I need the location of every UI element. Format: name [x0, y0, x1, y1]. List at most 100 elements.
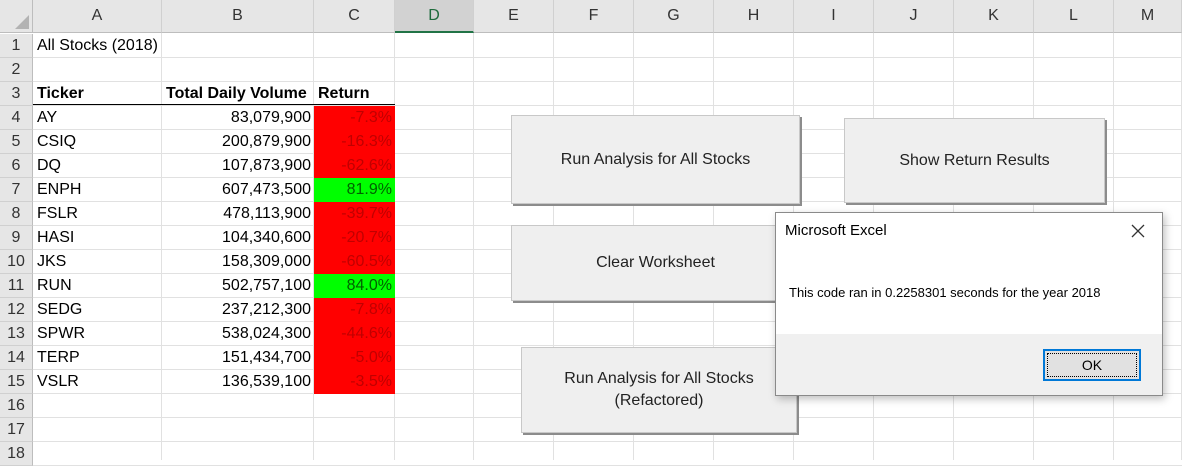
return-cell[interactable]: -60.5%	[314, 250, 395, 274]
run-analysis-all-stocks-button[interactable]: Run Analysis for All Stocks	[511, 115, 800, 204]
select-all-corner[interactable]	[0, 0, 33, 33]
volume-cell[interactable]: 607,473,500	[222, 181, 311, 198]
row-header-3[interactable]: 3	[0, 82, 33, 106]
column-header-j[interactable]: J	[874, 0, 954, 33]
row-gridline	[33, 57, 1182, 58]
row-gridline	[33, 345, 1182, 346]
focus-ring	[1047, 353, 1137, 377]
row-header-1[interactable]: 1	[0, 34, 33, 58]
header-ticker[interactable]: Ticker	[37, 85, 84, 102]
column-header-i[interactable]: I	[794, 0, 874, 33]
volume-cell[interactable]: 502,757,100	[222, 277, 311, 294]
volume-cell[interactable]: 104,340,600	[222, 229, 311, 246]
column-header-e[interactable]: E	[474, 0, 554, 33]
return-cell[interactable]: -44.6%	[314, 322, 395, 346]
volume-cell[interactable]: 83,079,900	[230, 109, 311, 126]
message-dialog: Microsoft Excel This code ran in 0.22583…	[775, 212, 1163, 396]
column-header-h[interactable]: H	[714, 0, 794, 33]
title-cell[interactable]: All Stocks (2018)	[37, 37, 158, 54]
column-gridline	[313, 33, 314, 460]
return-cell[interactable]: -16.3%	[314, 130, 395, 154]
return-cell[interactable]: -7.8%	[314, 298, 395, 322]
header-border	[33, 104, 395, 105]
ticker-cell[interactable]: AY	[37, 109, 58, 126]
row-header-13[interactable]: 13	[0, 322, 33, 346]
row-header-6[interactable]: 6	[0, 154, 33, 178]
row-header-16[interactable]: 16	[0, 394, 33, 418]
column-header-c[interactable]: C	[314, 0, 395, 33]
row-header-5[interactable]: 5	[0, 130, 33, 154]
volume-cell[interactable]: 237,212,300	[222, 301, 311, 318]
return-cell[interactable]: -20.7%	[314, 226, 395, 250]
row-header-9[interactable]: 9	[0, 226, 33, 250]
ticker-cell[interactable]: TERP	[37, 349, 80, 366]
ticker-cell[interactable]: HASI	[37, 229, 75, 246]
volume-cell[interactable]: 538,024,300	[222, 325, 311, 342]
ticker-cell[interactable]: ENPH	[37, 181, 82, 198]
close-icon[interactable]	[1124, 217, 1152, 245]
row-gridline	[33, 321, 1182, 322]
ticker-cell[interactable]: SEDG	[37, 301, 83, 318]
ok-label: OK	[1081, 357, 1103, 373]
run-analysis-label: Run Analysis for All Stocks	[560, 150, 751, 168]
ticker-cell[interactable]: CSIQ	[37, 133, 77, 150]
ticker-cell[interactable]: SPWR	[37, 325, 85, 342]
dialog-message: This code ran in 0.2258301 seconds for t…	[789, 285, 1101, 300]
select-all-triangle-icon	[15, 15, 29, 29]
row-gridline	[33, 105, 1182, 106]
return-cell[interactable]: -3.5%	[314, 370, 395, 394]
return-cell[interactable]: -62.6%	[314, 154, 395, 178]
header-return[interactable]: Return	[318, 85, 370, 102]
row-header-4[interactable]: 4	[0, 106, 33, 130]
column-header-m[interactable]: M	[1114, 0, 1182, 33]
column-gridline	[161, 33, 162, 460]
clear-worksheet-label: Clear Worksheet	[596, 254, 715, 271]
column-header-k[interactable]: K	[954, 0, 1034, 33]
row-header-11[interactable]: 11	[0, 274, 33, 298]
row-gridline	[33, 441, 1182, 442]
return-cell[interactable]: -5.0%	[314, 346, 395, 370]
ticker-cell[interactable]: FSLR	[37, 205, 78, 222]
volume-cell[interactable]: 200,879,900	[222, 133, 311, 150]
volume-cell[interactable]: 158,309,000	[222, 253, 311, 270]
row-header-18[interactable]: 18	[0, 442, 33, 466]
column-header-b[interactable]: B	[162, 0, 314, 33]
return-cell[interactable]: 84.0%	[314, 274, 395, 298]
show-return-results-label: Show Return Results	[899, 151, 1050, 169]
volume-cell[interactable]: 478,113,900	[223, 205, 311, 222]
row-header-10[interactable]: 10	[0, 250, 33, 274]
column-header-g[interactable]: G	[634, 0, 714, 33]
ok-button[interactable]: OK	[1043, 349, 1141, 381]
run-refactored-label-line2: (Refactored)	[614, 392, 704, 409]
run-analysis-refactored-button[interactable]: Run Analysis for All Stocks (Refactored)	[521, 347, 797, 433]
column-header-d[interactable]: D	[395, 0, 474, 33]
row-header-2[interactable]: 2	[0, 58, 33, 82]
column-header-a[interactable]: A	[33, 0, 162, 33]
row-header-14[interactable]: 14	[0, 346, 33, 370]
volume-cell[interactable]: 151,434,700	[222, 349, 311, 366]
run-refactored-label-line1: Run Analysis for All Stocks	[564, 370, 754, 387]
dialog-title: Microsoft Excel	[785, 222, 887, 239]
volume-cell[interactable]: 136,539,100	[222, 373, 311, 390]
ticker-cell[interactable]: DQ	[37, 157, 61, 174]
clear-worksheet-button[interactable]: Clear Worksheet	[511, 225, 800, 301]
header-volume[interactable]: Total Daily Volume	[166, 85, 307, 102]
row-header-8[interactable]: 8	[0, 202, 33, 226]
column-gridline	[473, 33, 474, 460]
show-return-results-button[interactable]: Show Return Results	[844, 118, 1105, 203]
row-header-15[interactable]: 15	[0, 370, 33, 394]
column-header-f[interactable]: F	[554, 0, 634, 33]
column-header-l[interactable]: L	[1034, 0, 1114, 33]
row-header-12[interactable]: 12	[0, 298, 33, 322]
return-cell[interactable]: -39.7%	[314, 202, 395, 226]
row-header-17[interactable]: 17	[0, 418, 33, 442]
return-cell[interactable]: 81.9%	[314, 178, 395, 202]
volume-cell[interactable]: 107,873,900	[222, 157, 311, 174]
ticker-cell[interactable]: VSLR	[37, 373, 79, 390]
row-header-7[interactable]: 7	[0, 178, 33, 202]
return-cell[interactable]: -7.3%	[314, 106, 395, 130]
row-gridline	[33, 81, 1182, 82]
ticker-cell[interactable]: RUN	[37, 277, 72, 294]
ticker-cell[interactable]: JKS	[37, 253, 67, 270]
dialog-footer: OK	[776, 334, 1162, 395]
